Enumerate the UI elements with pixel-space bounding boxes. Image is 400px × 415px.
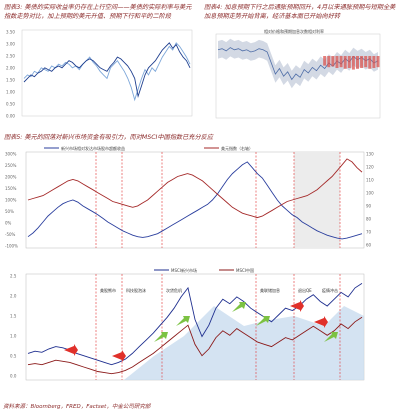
- c5a-ytick: 300%: [5, 152, 17, 157]
- c5b-annotation: 美股熊市: [100, 287, 116, 293]
- c4-bar: [335, 56, 339, 68]
- c3-series-1: [23, 42, 191, 98]
- c3-ytick: 3.00: [6, 42, 15, 47]
- c5b-ytick: 1.0: [10, 334, 17, 339]
- c4-bar: [343, 56, 347, 69]
- chart4-legend: 相对价格和预期加息次数相对利率: [264, 28, 324, 34]
- c3-ytick: 1.50: [6, 78, 15, 83]
- c4-bar: [331, 56, 335, 67]
- caption-chart5: 图表5: 美元的回落对新兴市场资金有吸引力，而对MSCI中国指数已充分反应: [4, 134, 214, 141]
- c5a-ytick: 0%: [5, 221, 12, 226]
- c5a-series-0: [27, 161, 363, 240]
- c5a-y2tick: 80: [366, 217, 372, 222]
- c5b-annotation: 科技股泡沫: [126, 287, 146, 293]
- c5a-ytick: 100%: [5, 198, 17, 203]
- c4-bar: [372, 56, 376, 68]
- c4-bar: [339, 56, 343, 68]
- caption-chart4: 图表4: 加息预期下行之后通胀预期回升，4月以来通胀预期与短期全美加息预期走势开…: [204, 4, 396, 20]
- c5a-y2tick: 120: [366, 165, 374, 170]
- c4-band: [218, 38, 378, 89]
- c4-bar: [327, 56, 331, 68]
- c5a-y2tick: 70: [366, 230, 372, 235]
- legend-dxy: 美元指数（右轴）: [221, 145, 253, 151]
- c5a-series-1: [27, 158, 363, 219]
- c5a-y2tick: 90: [366, 204, 372, 209]
- c3-ytick: 0.00: [6, 114, 15, 119]
- c5b-annotation: 次贷危机: [166, 287, 182, 293]
- source-note: 资料来源：Bloomberg，FRED，Factset，中金公司研究部: [3, 404, 151, 410]
- c5a-ytick: 250%: [5, 163, 17, 168]
- c5a-y2tick: 110: [366, 178, 374, 183]
- chart3: 3.50 3.00 2.50 2.00 1.50 1.00 0.50 0.00: [6, 30, 193, 119]
- c3-ytick: 3.50: [6, 30, 15, 35]
- chart5b: MSCI新兴市场 MSCI中国 2.5 2.0 1.5 1.0 0.5 0.0 美股熊市 科…: [10, 267, 365, 381]
- legend-msci-em: MSCI新兴市场: [171, 267, 197, 273]
- c5a-y2tick: 60: [366, 243, 372, 248]
- c5b-annotation: 退出QE: [298, 287, 312, 293]
- c5a-y2tick: 130: [366, 152, 374, 157]
- c4-bar: [368, 56, 372, 69]
- c5a-ytick: 50%: [5, 209, 14, 214]
- c5b-annotation: 疫情冲击: [322, 287, 338, 293]
- c5a-y2tick: 100: [366, 191, 374, 196]
- c5b-ytick: 2.5: [10, 274, 17, 279]
- c5b-annotation: 美联储加息: [260, 287, 280, 293]
- c3-series-0: [23, 42, 191, 102]
- chart5a: 新兴市场相对发达市场股市超额收益 美元指数（右轴） 300% 250% 200% 15…: [5, 145, 374, 249]
- c3-ytick: 2.50: [6, 54, 15, 59]
- c5a-ytick: 150%: [5, 186, 17, 191]
- green-arrow-icon: [154, 302, 338, 342]
- c4-bar: [347, 56, 351, 68]
- c5b-series-1: [27, 316, 363, 375]
- c4-bar: [360, 56, 364, 68]
- c5a-ytick: 200%: [5, 175, 17, 180]
- c5a-ytick: -50%: [5, 232, 16, 237]
- c4-bar: [323, 56, 327, 66]
- c5b-ytick: 2.0: [10, 294, 17, 299]
- c5b-ytick: 0.5: [10, 354, 17, 359]
- c5b-ytick: 0.0: [10, 374, 17, 379]
- c3-ytick: 0.50: [6, 102, 15, 107]
- c4-bar: [355, 56, 359, 69]
- c4-bar: [364, 56, 368, 68]
- red-arrow-icon: [64, 300, 328, 362]
- c5b-series-0: [27, 283, 363, 366]
- caption-chart3: 图表3: 美债的实际收益率仍存在上行空间——美债的实际利率与美元指数走势对比，加…: [4, 4, 192, 20]
- chart4: 相对价格和预期加息次数相对利率: [215, 28, 381, 119]
- c4-bar: [351, 56, 355, 70]
- c4-bar: [376, 56, 380, 68]
- c4-series-0: [217, 47, 379, 81]
- c5b-ytick: 1.5: [10, 314, 17, 319]
- legend-em-excess: 新兴市场相对发达市场股市超额收益: [61, 145, 125, 151]
- c3-ytick: 2.00: [6, 66, 15, 71]
- c3-ytick: 1.00: [6, 90, 15, 95]
- legend-msci-china: MSCI中国: [236, 267, 254, 273]
- c5a-ytick: -100%: [5, 244, 18, 249]
